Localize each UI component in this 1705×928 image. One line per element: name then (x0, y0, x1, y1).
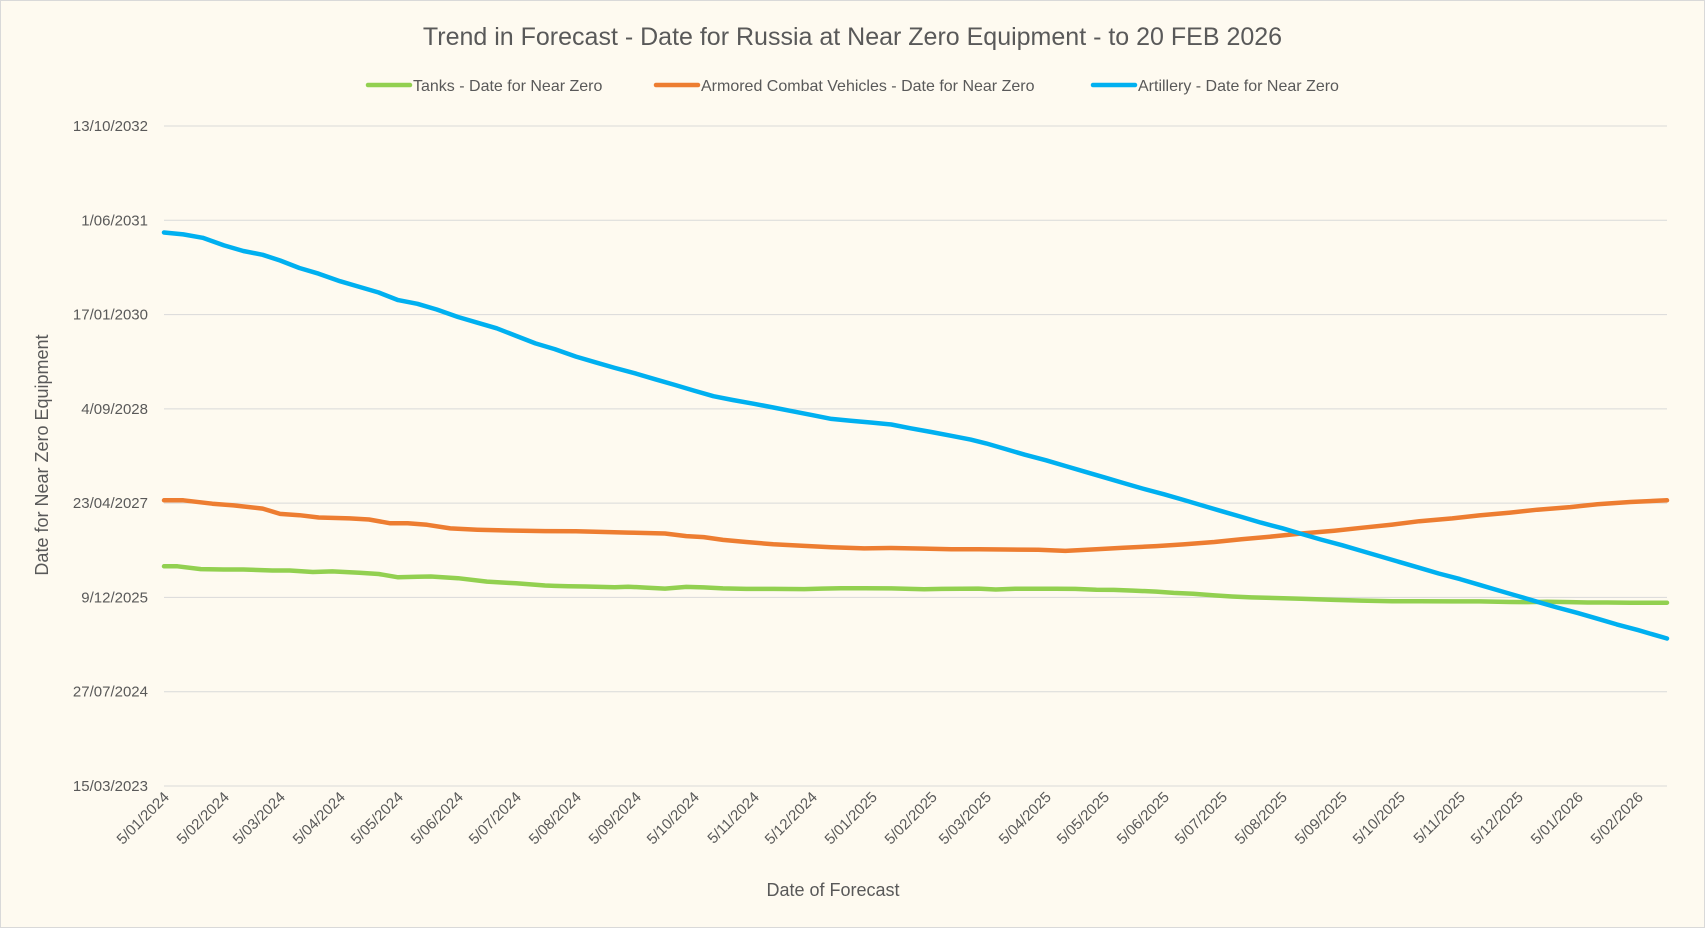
series-lines (161, 230, 1670, 641)
series-line-2 (161, 230, 1670, 641)
x-tick-label: 5/04/2024 (290, 789, 349, 848)
x-tick-label: 5/09/2024 (586, 789, 645, 848)
x-tick-label: 5/11/2025 (1410, 789, 1468, 847)
x-tick-label: 5/02/2025 (882, 789, 941, 848)
y-tick-label: 13/10/2032 (73, 118, 148, 135)
x-tick-label: 5/03/2025 (936, 789, 995, 848)
x-tick-label: 5/09/2025 (1292, 789, 1351, 848)
x-tick-label: 5/07/2024 (466, 789, 525, 848)
chart-title: Trend in Forecast - Date for Russia at N… (423, 23, 1282, 51)
gridlines (164, 125, 1667, 787)
y-tick-label: 4/09/2028 (81, 401, 148, 418)
x-tick-label: 5/05/2024 (348, 789, 407, 848)
x-tick-label: 5/06/2025 (1114, 789, 1173, 848)
x-tick-label: 5/05/2025 (1054, 789, 1113, 848)
y-tick-label: 1/06/2031 (81, 212, 148, 229)
x-tick-label: 5/10/2024 (644, 789, 703, 848)
y-axis-label: Date for Near Zero Equipment (32, 334, 52, 575)
x-tick-label: 5/12/2024 (762, 789, 821, 848)
y-axis-ticks: 15/03/2023 27/07/2024 9/12/2025 23/04/2027 4… (73, 118, 148, 795)
x-tick-label: 5/03/2024 (230, 789, 289, 848)
x-tick-label: 5/02/2024 (174, 789, 233, 848)
x-tick-label: 5/11/2024 (704, 789, 762, 847)
x-tick-label: 5/12/2025 (1468, 789, 1527, 848)
x-tick-label: 5/08/2025 (1232, 789, 1291, 848)
legend-label-artillery: Artillery - Date for Near Zero (1138, 78, 1339, 95)
x-tick-label: 5/01/2024 (114, 789, 173, 848)
x-tick-label: 5/07/2025 (1172, 789, 1231, 848)
legend-label-armored: Armored Combat Vehicles - Date for Near … (701, 78, 1035, 95)
x-axis-label: Date of Forecast (766, 880, 899, 900)
series-line-1 (161, 498, 1670, 554)
y-tick-label: 27/07/2024 (73, 684, 148, 701)
x-tick-label: 5/02/2026 (1588, 789, 1647, 848)
legend: Tanks - Date for Near Zero Armored Comba… (365, 78, 1339, 95)
x-tick-label: 5/01/2026 (1528, 789, 1587, 848)
x-tick-label: 5/04/2025 (996, 789, 1055, 848)
y-tick-label: 23/04/2027 (73, 495, 148, 512)
x-tick-label: 5/08/2024 (526, 789, 585, 848)
x-tick-label: 5/10/2025 (1350, 789, 1409, 848)
legend-label-tanks: Tanks - Date for Near Zero (413, 78, 603, 95)
series-line-0 (161, 564, 1670, 605)
y-tick-label: 9/12/2025 (81, 589, 148, 606)
y-tick-label: 17/01/2030 (73, 307, 148, 324)
x-tick-label: 5/01/2025 (822, 789, 881, 848)
x-tick-label: 5/06/2024 (408, 789, 467, 848)
y-tick-label: 15/03/2023 (73, 778, 148, 795)
